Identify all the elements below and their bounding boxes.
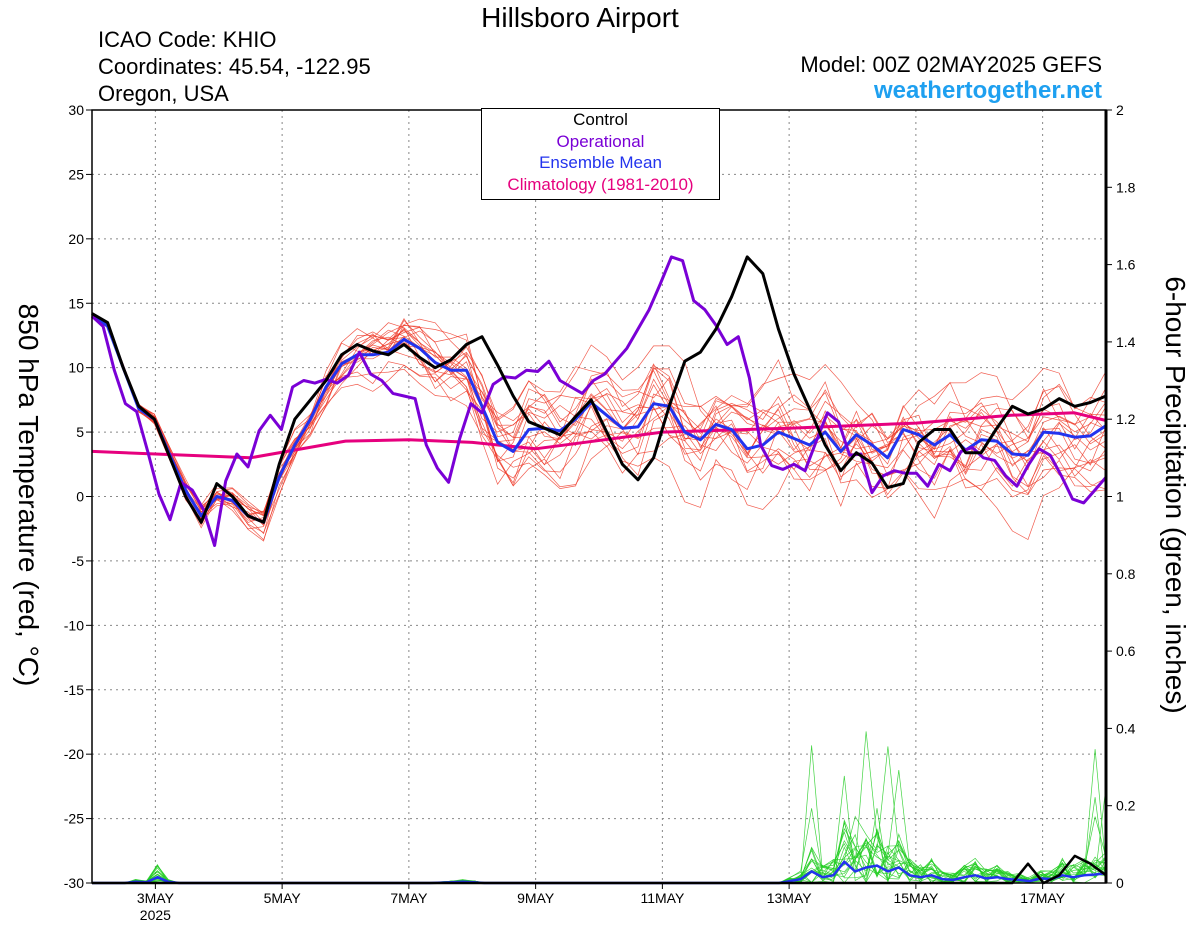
- precip-member-line: [92, 746, 1107, 884]
- precip-member-line: [92, 745, 1107, 884]
- temp-member-line: [91, 312, 1107, 529]
- y-tick-label: -30: [64, 875, 84, 891]
- precip-member-line: [92, 837, 1107, 884]
- site-link[interactable]: weathertogether.net: [873, 77, 1102, 104]
- x-tick-label: 15MAY: [893, 890, 939, 906]
- legend-ensemble-mean: Ensemble Mean: [539, 153, 662, 172]
- y-tick-label: 10: [68, 360, 84, 376]
- x-tick-label: 17MAY: [1020, 890, 1066, 906]
- ensemble-members: [91, 312, 1107, 884]
- y2-tick-label: 1.2: [1116, 411, 1136, 427]
- temp-member-line: [91, 312, 1107, 542]
- x-tick-label: 13MAY: [767, 890, 813, 906]
- legend-climatology: Climatology (1981-2010): [507, 174, 694, 194]
- series-ensemble-mean-precipitation: [92, 860, 1107, 885]
- legend: Control Operational Ensemble Mean Climat…: [481, 108, 720, 200]
- y2-tick-label: 2: [1116, 102, 1124, 118]
- y2-tick-label: 0.2: [1116, 798, 1136, 814]
- series-control: [91, 255, 1107, 524]
- precip-member-line: [92, 775, 1107, 884]
- y2-tick-label: 1.6: [1116, 257, 1136, 273]
- temp-member-line: [91, 312, 1107, 513]
- x-tick-label: 11MAY: [640, 890, 684, 906]
- y2-tick-label: 0.4: [1116, 720, 1136, 736]
- x-tick-label: 7MAY: [390, 890, 428, 906]
- grid: [92, 110, 1106, 883]
- temp-member-line: [91, 313, 1107, 523]
- precip-member-line: [92, 731, 1107, 884]
- y2-tick-label: 1.8: [1116, 179, 1136, 195]
- icao-code: ICAO Code: KHIO: [98, 27, 277, 52]
- y-tick-label: 20: [68, 231, 84, 247]
- model-run: Model: 00Z 02MAY2025 GEFS: [800, 52, 1102, 77]
- plot-frame: [91, 109, 1107, 884]
- y2-tick-label: 0.6: [1116, 643, 1136, 659]
- y-axis-label-precipitation: 6-hour Precipitation (green, inches): [1160, 276, 1191, 714]
- x-tick-label: 9MAY: [517, 890, 555, 906]
- y-tick-label: -5: [72, 553, 85, 569]
- chart-title: Hillsboro Airport: [481, 2, 679, 33]
- series-operational: [90, 255, 1108, 547]
- legend-operational: Operational: [556, 131, 645, 151]
- legend-control: Control: [573, 110, 628, 129]
- temp-member-line: [91, 313, 1107, 530]
- x-tick-label: 3MAY: [137, 890, 175, 906]
- precip-member-line: [92, 749, 1107, 884]
- temp-member-line: [91, 312, 1107, 525]
- y-tick-label: 15: [68, 295, 84, 311]
- y-tick-label: 25: [68, 166, 84, 182]
- x-tick-sublabel: 2025: [140, 907, 171, 923]
- y-tick-label: -15: [64, 682, 84, 698]
- x-tick-label: 5MAY: [264, 890, 302, 906]
- y2-tick-label: 1: [1116, 489, 1124, 505]
- y-tick-label: -25: [64, 811, 84, 827]
- precip-member-line: [92, 808, 1107, 884]
- y-tick-label: -20: [64, 746, 84, 762]
- precip-member-line: [92, 786, 1107, 884]
- series-climatology-1981-2010: [91, 411, 1107, 460]
- y-tick-label: 30: [68, 102, 84, 118]
- y2-tick-label: 0: [1116, 875, 1124, 891]
- coordinates: Coordinates: 45.54, -122.95: [98, 54, 371, 79]
- y-axis-label-temperature: 850 hPa Temperature (red, °C): [13, 303, 44, 687]
- y-tick-label: 5: [76, 424, 84, 440]
- y-tick-label: -10: [64, 617, 84, 633]
- temp-member-line: [91, 313, 1107, 521]
- y2-tick-label: 0.8: [1116, 566, 1136, 582]
- precip-member-line: [92, 770, 1107, 884]
- axes: 302520151050-5-10-15-20-25-3021.81.61.41…: [64, 102, 1136, 923]
- region: Oregon, USA: [98, 81, 229, 106]
- y2-tick-label: 1.4: [1116, 334, 1136, 350]
- y-tick-label: 0: [76, 489, 84, 505]
